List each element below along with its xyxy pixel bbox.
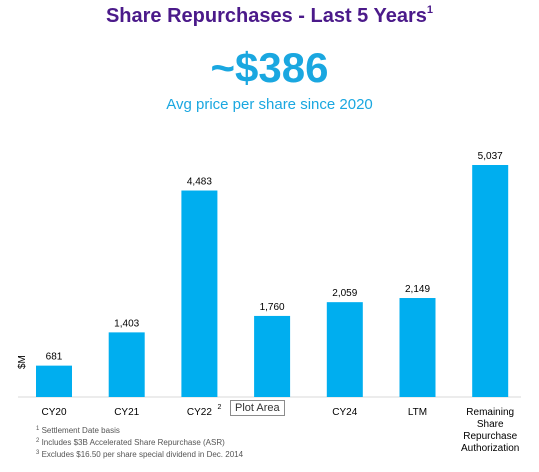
chart-title-text: Share Repurchases - Last 5 Years <box>105 5 427 27</box>
category-label-remaining-share-repurchase-authorization: Remaining Share Repurchase Authorization <box>461 407 519 454</box>
category-label-ltm: LTM <box>408 407 427 418</box>
value-label-cy23: 1,760 <box>260 302 285 313</box>
value-label-cy21: 1,403 <box>114 318 139 329</box>
y-axis-label: $M <box>17 355 28 369</box>
bar-cy23 <box>254 315 291 397</box>
value-label-cy24: 2,059 <box>332 288 357 299</box>
category-footnote-marker-cy22: 2 <box>217 404 221 411</box>
footnote-3: 3 Excludes $16.50 per share special divi… <box>36 450 244 459</box>
value-label-cy20: 681 <box>46 352 63 363</box>
footnote-1: 1 Settlement Date basis <box>36 426 120 435</box>
bar-cy24 <box>326 302 363 397</box>
value-label-ltm: 2,149 <box>405 284 430 295</box>
value-label-remaining-share-repurchase-authorization: 5,037 <box>478 151 503 162</box>
category-label-cy24: CY24 <box>332 407 357 418</box>
chart-title: Share Repurchases - Last 5 Years1 <box>0 4 539 28</box>
chart-title-footnote-marker: 1 <box>426 4 434 16</box>
category-label-cy22: CY22 <box>187 407 212 418</box>
average-price-caption: Avg price per share since 2020 <box>166 96 373 113</box>
bar-cy21 <box>108 332 145 397</box>
bar-cy20 <box>36 365 72 397</box>
plot-area-tooltip: Plot Area <box>230 400 285 416</box>
category-label-cy20: CY20 <box>41 407 66 418</box>
footnotes: 1 Settlement Date basis 2 Includes $3B A… <box>36 424 243 460</box>
value-label-cy22: 4,483 <box>187 177 212 188</box>
bar-ltm <box>399 298 436 397</box>
bar-remaining-share-repurchase-authorization <box>472 165 509 397</box>
category-label-cy21: CY21 <box>114 407 139 418</box>
footnote-2: 2 Includes $3B Accelerated Share Repurch… <box>36 438 225 447</box>
average-price-value: ~$386 <box>210 44 329 91</box>
bar-cy22 <box>181 190 218 397</box>
